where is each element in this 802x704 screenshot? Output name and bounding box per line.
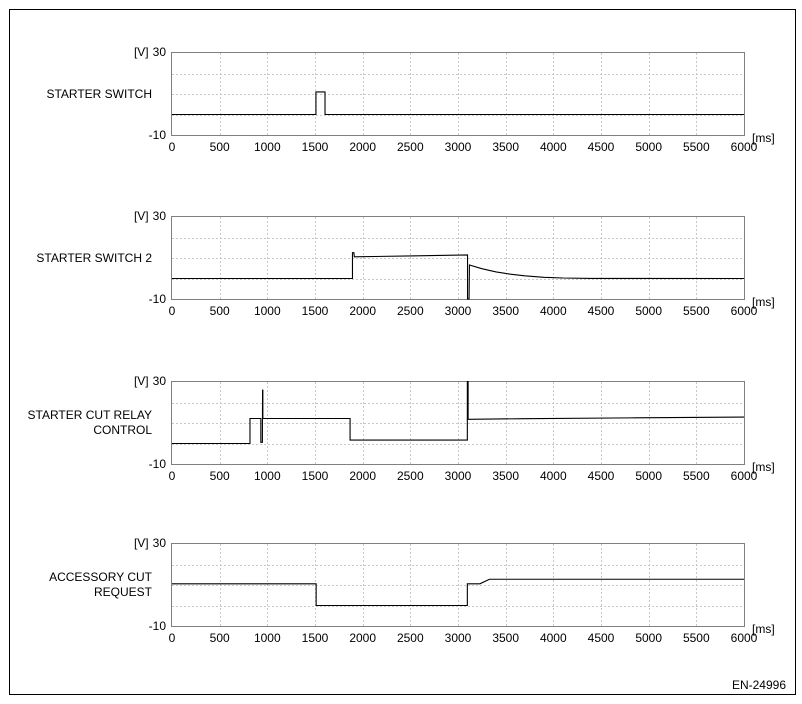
x-tick-label: 0 xyxy=(168,140,176,154)
x-tick-label: 1500 xyxy=(301,631,329,645)
figure-code: EN-24996 xyxy=(731,678,786,692)
x-tick-label: 500 xyxy=(209,631,230,645)
x-tick-label: 2500 xyxy=(396,304,424,318)
y-min-value: -10 xyxy=(148,292,166,306)
volt-unit-label: [V] xyxy=(133,45,149,59)
x-tick-label: 6000 xyxy=(730,304,758,318)
x-tick-label: 1000 xyxy=(253,631,281,645)
y-min-value: -10 xyxy=(148,457,166,471)
x-tick-label: 0 xyxy=(168,469,176,483)
x-tick-label: 5500 xyxy=(682,304,710,318)
chart-title: STARTER SWITCH 2 xyxy=(36,250,152,265)
x-tick-label: 5500 xyxy=(682,631,710,645)
x-tick-label: 4000 xyxy=(539,140,567,154)
x-tick-label: 5000 xyxy=(635,631,663,645)
waveform-plot xyxy=(171,543,745,627)
x-tick-label: 1500 xyxy=(301,140,329,154)
x-tick-label: 0 xyxy=(168,631,176,645)
x-tick-label: 3000 xyxy=(444,469,472,483)
chart-title: STARTER CUT RELAY CONTROL xyxy=(27,408,152,437)
waveform-plot xyxy=(171,216,745,300)
chart-title: STARTER SWITCH xyxy=(46,86,152,101)
x-tick-label: 5000 xyxy=(635,469,663,483)
x-tick-label: 4000 xyxy=(539,631,567,645)
y-max-value: 30 xyxy=(152,374,166,388)
x-tick-label: 2000 xyxy=(349,469,377,483)
y-axis-max-label: [V] 30 xyxy=(0,45,166,60)
ms-unit-label: [ms] xyxy=(752,295,775,309)
x-tick-label: 500 xyxy=(209,304,230,318)
x-tick-label: 3500 xyxy=(492,140,520,154)
x-tick-label: 2000 xyxy=(349,304,377,318)
waveform-plot xyxy=(171,381,745,465)
volt-unit-label: [V] xyxy=(133,536,149,550)
x-tick-label: 3000 xyxy=(444,140,472,154)
y-axis-max-label: [V] 30 xyxy=(0,374,166,389)
x-axis-ticks: 0 500 1000 1500 2000 2500 3000 3500 4000 4500 5000… xyxy=(168,631,758,645)
x-tick-label: 4500 xyxy=(587,631,615,645)
x-tick-label: 5000 xyxy=(635,140,663,154)
x-tick-label: 4000 xyxy=(539,469,567,483)
x-tick-label: 3500 xyxy=(492,469,520,483)
x-axis-ticks: 0 500 1000 1500 2000 2500 3000 3500 4000 4500 5000… xyxy=(168,469,758,483)
x-tick-label: 2000 xyxy=(349,631,377,645)
x-tick-label: 6000 xyxy=(730,140,758,154)
x-tick-label: 5500 xyxy=(682,140,710,154)
x-tick-label: 0 xyxy=(168,304,176,318)
x-tick-label: 6000 xyxy=(730,469,758,483)
x-tick-label: 1500 xyxy=(301,469,329,483)
x-tick-label: 3500 xyxy=(492,304,520,318)
x-tick-label: 1000 xyxy=(253,140,281,154)
x-axis-ticks: 0 500 1000 1500 2000 2500 3000 3500 4000 4500 5000… xyxy=(168,140,758,154)
x-tick-label: 3000 xyxy=(444,304,472,318)
x-tick-label: 5500 xyxy=(682,469,710,483)
ms-unit-label: [ms] xyxy=(752,622,775,636)
x-tick-label: 1000 xyxy=(253,469,281,483)
y-axis-max-label: [V] 30 xyxy=(0,536,166,551)
x-tick-label: 2500 xyxy=(396,140,424,154)
ms-unit-label: [ms] xyxy=(752,131,775,145)
outer-border xyxy=(9,9,796,695)
waveform-plot xyxy=(171,52,745,136)
x-tick-label: 500 xyxy=(209,469,230,483)
ms-unit-label: [ms] xyxy=(752,460,775,474)
y-min-value: -10 xyxy=(148,619,166,633)
x-tick-label: 2500 xyxy=(396,469,424,483)
x-tick-label: 4500 xyxy=(587,469,615,483)
x-tick-label: 5000 xyxy=(635,304,663,318)
y-min-value: -10 xyxy=(148,128,166,142)
y-axis-max-label: [V] 30 xyxy=(0,209,166,224)
x-tick-label: 4000 xyxy=(539,304,567,318)
y-max-value: 30 xyxy=(152,536,166,550)
x-tick-label: 3000 xyxy=(444,631,472,645)
x-tick-label: 6000 xyxy=(730,631,758,645)
x-tick-label: 1000 xyxy=(253,304,281,318)
x-tick-label: 500 xyxy=(209,140,230,154)
y-max-value: 30 xyxy=(152,45,166,59)
x-tick-label: 1500 xyxy=(301,304,329,318)
x-tick-label: 4500 xyxy=(587,304,615,318)
volt-unit-label: [V] xyxy=(133,209,149,223)
x-tick-label: 2000 xyxy=(349,140,377,154)
x-axis-ticks: 0 500 1000 1500 2000 2500 3000 3500 4000 4500 5000… xyxy=(168,304,758,318)
chart-title: ACCESSORY CUT REQUEST xyxy=(49,570,152,599)
x-tick-label: 3500 xyxy=(492,631,520,645)
y-max-value: 30 xyxy=(152,209,166,223)
x-tick-label: 2500 xyxy=(396,631,424,645)
x-tick-label: 4500 xyxy=(587,140,615,154)
volt-unit-label: [V] xyxy=(133,374,149,388)
